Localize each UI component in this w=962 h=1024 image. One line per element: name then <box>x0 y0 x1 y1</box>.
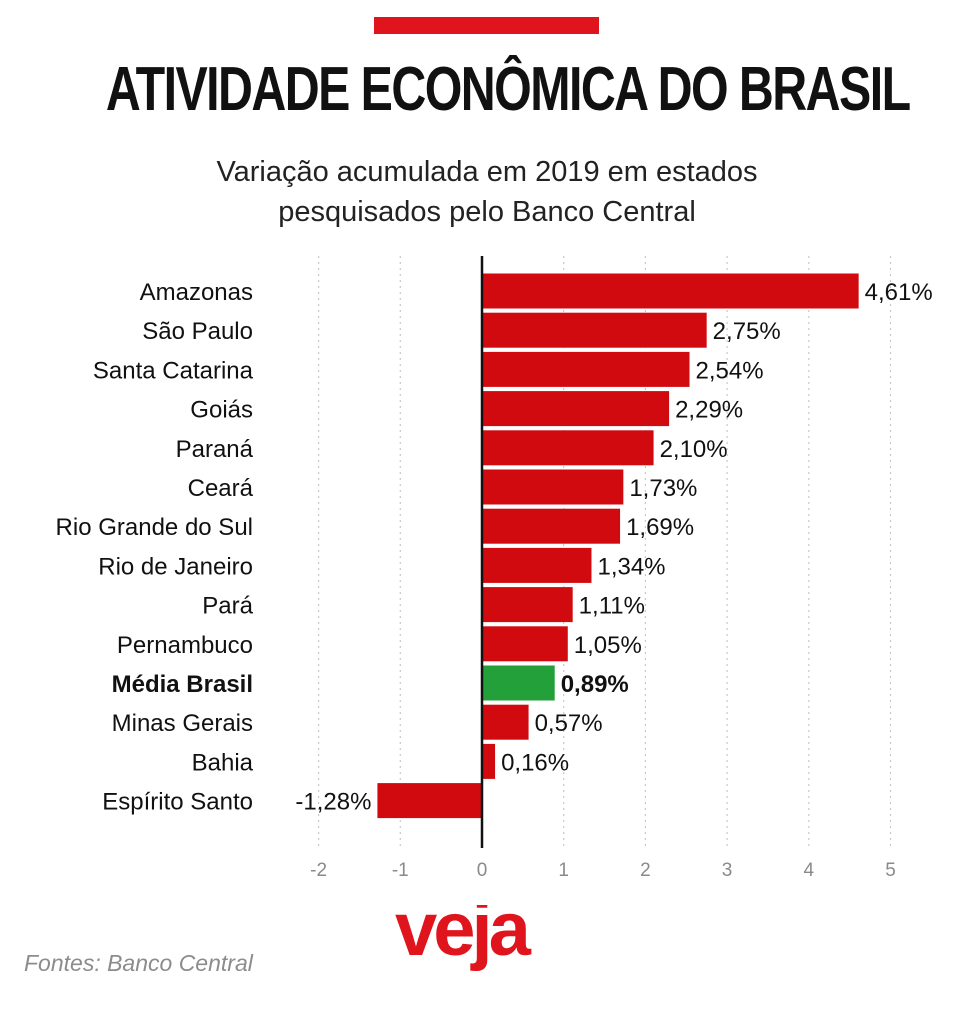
data-label: 4,61% <box>865 279 933 306</box>
data-label: 2,10% <box>660 436 728 463</box>
bar <box>482 508 621 544</box>
category-label: Ceará <box>188 475 254 502</box>
data-label: 2,54% <box>696 357 764 384</box>
bar <box>482 351 690 387</box>
category-label: Amazonas <box>140 279 253 306</box>
category-label: Santa Catarina <box>93 357 254 384</box>
data-label: 0,57% <box>535 710 603 737</box>
data-label: 0,16% <box>501 749 569 776</box>
data-label: 1,11% <box>579 593 645 620</box>
category-label: Minas Gerais <box>112 710 253 737</box>
data-label: 2,75% <box>713 318 781 345</box>
category-label: Espírito Santo <box>102 789 253 816</box>
x-tick-label: -2 <box>310 860 327 881</box>
bar-chart: -2 -1 0 1 2 3 4 5 Amazonas 4,61% São Paulo 2,75% San… <box>56 256 933 881</box>
category-label: Paraná <box>176 436 254 463</box>
data-label: 1,34% <box>597 553 665 580</box>
category-label: Pernambuco <box>117 632 253 659</box>
bar <box>482 743 496 779</box>
category-label: Média Brasil <box>112 671 253 698</box>
bar <box>482 469 624 505</box>
top-accent-bar <box>374 17 599 34</box>
data-label: 1,05% <box>574 632 642 659</box>
data-label: 1,73% <box>629 475 697 502</box>
bar <box>482 391 670 427</box>
bar <box>482 587 573 623</box>
x-tick-label: 3 <box>722 860 733 881</box>
bar-highlight <box>482 665 555 701</box>
bar <box>482 430 654 466</box>
bar <box>482 273 859 309</box>
category-label: São Paulo <box>142 318 253 345</box>
category-label: Rio Grande do Sul <box>56 514 253 541</box>
x-tick-label: 0 <box>477 860 488 881</box>
chart-title: ATIVIDADE ECONÔMICA DO BRASIL <box>105 55 911 124</box>
category-label: Goiás <box>190 397 253 424</box>
subtitle-line-1: Variação acumulada em 2019 em estados <box>216 156 758 188</box>
veja-logo-text: veja <box>395 905 532 972</box>
bar <box>482 547 592 583</box>
category-label: Pará <box>202 593 253 620</box>
bar <box>482 626 568 662</box>
bar <box>482 312 707 348</box>
data-label: 1,69% <box>626 514 694 541</box>
data-label: 0,89% <box>561 671 629 698</box>
source-note: Fontes: Banco Central <box>24 950 253 976</box>
x-tick-label: 5 <box>885 860 896 881</box>
category-label: Bahia <box>192 749 254 776</box>
bar <box>377 783 482 819</box>
category-label: Rio de Janeiro <box>98 553 253 580</box>
x-tick-label: 4 <box>804 860 815 881</box>
data-label: -1,28% <box>295 789 371 816</box>
data-label: 2,29% <box>675 397 743 424</box>
x-tick-label: 1 <box>558 860 569 881</box>
subtitle-line-2: pesquisados pelo Banco Central <box>278 196 696 228</box>
x-tick-label: 2 <box>640 860 651 881</box>
x-tick-label: -1 <box>392 860 409 881</box>
chart-subtitle: Variação acumulada em 2019 em estados pe… <box>0 152 962 232</box>
veja-logo: veja <box>395 905 536 972</box>
bar <box>482 704 529 740</box>
